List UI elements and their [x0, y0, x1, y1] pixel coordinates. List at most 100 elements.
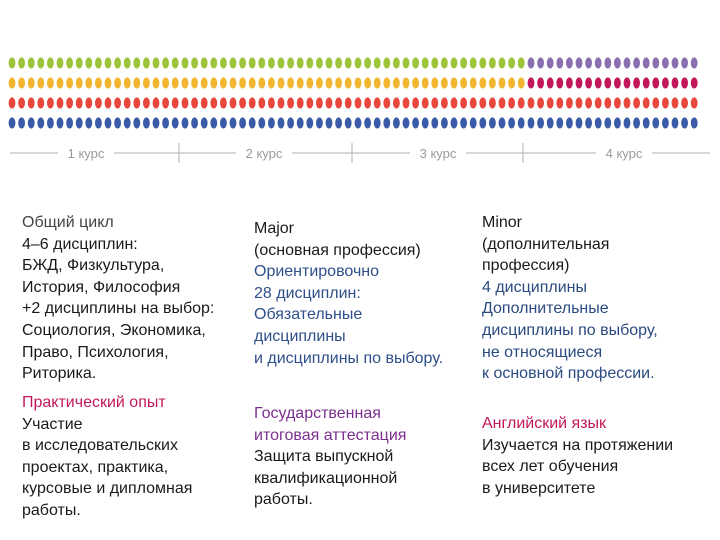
- discipline-dot: [325, 77, 333, 89]
- discipline-dot: [27, 117, 35, 129]
- discipline-dot: [344, 77, 352, 89]
- discipline-dot: [633, 57, 640, 69]
- discipline-dot: [248, 57, 256, 69]
- discipline-dot: [143, 117, 150, 129]
- discipline-dot: [296, 97, 304, 109]
- discipline-dot: [277, 117, 285, 129]
- discipline-dot: [114, 97, 121, 109]
- discipline-dot: [546, 57, 554, 69]
- discipline-dot: [123, 77, 131, 89]
- discipline-dot: [527, 57, 535, 69]
- discipline-dot: [364, 77, 371, 89]
- discipline-dot: [383, 97, 391, 109]
- discipline-dot: [56, 97, 64, 109]
- discipline-dot: [431, 97, 439, 109]
- discipline-dot: [575, 117, 583, 129]
- english-block: Английский язык Изучается на протяжении …: [482, 413, 712, 499]
- course-label-2: 2 курс: [246, 146, 283, 161]
- discipline-dot: [37, 77, 45, 89]
- discipline-dot: [335, 117, 342, 129]
- discipline-dot: [229, 117, 237, 129]
- discipline-dot: [690, 97, 698, 109]
- discipline-dot: [652, 57, 660, 69]
- discipline-dot: [239, 57, 247, 69]
- discipline-dot: [220, 117, 227, 129]
- discipline-dot: [104, 97, 112, 109]
- discipline-dot: [575, 57, 583, 69]
- discipline-dot: [239, 117, 247, 129]
- discipline-dot: [152, 57, 160, 69]
- discipline-dot: [344, 97, 352, 109]
- discipline-dot: [566, 117, 573, 129]
- discipline-dot: [537, 57, 544, 69]
- discipline-dot: [152, 97, 160, 109]
- discipline-dot: [614, 117, 621, 129]
- discipline-dot: [316, 57, 323, 69]
- discipline-dot: [508, 77, 515, 89]
- discipline-dot: [614, 97, 621, 109]
- discipline-dot: [171, 77, 179, 89]
- discipline-dot: [325, 117, 333, 129]
- discipline-dot: [287, 57, 294, 69]
- discipline-dot: [27, 97, 35, 109]
- discipline-dot: [614, 57, 621, 69]
- discipline-dot: [325, 57, 333, 69]
- discipline-dot: [354, 117, 362, 129]
- minor-title: Minor (дополнительная профессия): [482, 214, 610, 275]
- discipline-dot: [402, 77, 410, 89]
- course-label-4: 4 курс: [606, 146, 643, 161]
- discipline-dot: [306, 57, 314, 69]
- practice-text: Участие в исследовательских проектах, пр…: [22, 415, 193, 519]
- discipline-dot: [623, 77, 631, 89]
- practice-block: Практический опыт Участие в исследовател…: [22, 392, 247, 522]
- discipline-dot: [200, 117, 208, 129]
- discipline-dot: [66, 97, 73, 109]
- discipline-dot: [37, 117, 45, 129]
- discipline-dot: [152, 117, 160, 129]
- discipline-dot: [671, 117, 679, 129]
- discipline-dot: [642, 77, 650, 89]
- discipline-dot: [133, 77, 141, 89]
- discipline-dot: [556, 97, 564, 109]
- discipline-dot: [27, 57, 35, 69]
- discipline-dot: [393, 97, 400, 109]
- discipline-dot: [421, 57, 429, 69]
- discipline-dot: [517, 117, 525, 129]
- discipline-dot: [594, 57, 602, 69]
- discipline-dot: [95, 117, 102, 129]
- discipline-dot: [441, 117, 448, 129]
- discipline-dot: [393, 77, 400, 89]
- discipline-dot: [662, 57, 669, 69]
- discipline-dot: [220, 77, 227, 89]
- discipline-dot: [479, 97, 487, 109]
- discipline-dot: [489, 97, 496, 109]
- discipline-dot: [489, 117, 496, 129]
- discipline-dot: [316, 117, 323, 129]
- discipline-dot: [133, 97, 141, 109]
- discipline-dot: [373, 117, 381, 129]
- discipline-dot: [364, 97, 371, 109]
- discipline-dot: [623, 117, 631, 129]
- discipline-dot: [75, 97, 83, 109]
- discipline-dot: [306, 77, 314, 89]
- discipline-dot: [431, 117, 439, 129]
- course-dots-matrix: [8, 57, 698, 129]
- discipline-dot: [402, 97, 410, 109]
- discipline-dot: [450, 57, 458, 69]
- discipline-dot: [412, 77, 419, 89]
- discipline-dot: [479, 57, 487, 69]
- discipline-dot: [200, 77, 208, 89]
- discipline-dot: [460, 57, 467, 69]
- discipline-dot: [652, 77, 660, 89]
- discipline-dot: [56, 57, 64, 69]
- discipline-dot: [566, 97, 573, 109]
- discipline-dot: [546, 77, 554, 89]
- discipline-dot: [325, 97, 333, 109]
- general-cycle-title: Общий цикл: [22, 214, 114, 231]
- discipline-dot: [546, 97, 554, 109]
- discipline-dot: [268, 77, 275, 89]
- discipline-dot: [517, 77, 525, 89]
- discipline-dot: [527, 117, 535, 129]
- discipline-dot: [162, 97, 170, 109]
- discipline-dot: [652, 97, 660, 109]
